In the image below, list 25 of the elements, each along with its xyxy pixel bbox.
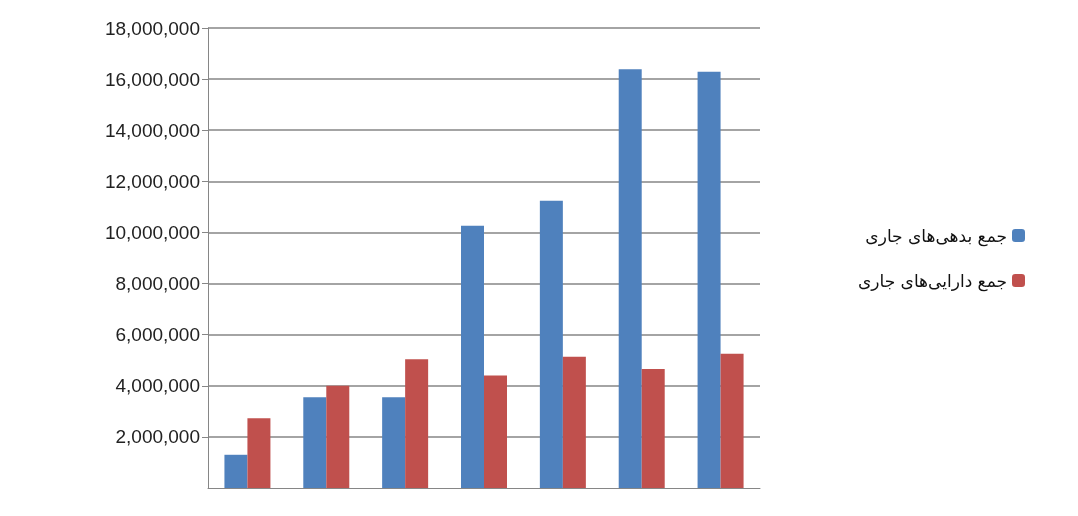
- y-tick-label: 10,000,000: [104, 221, 200, 243]
- bar: [303, 397, 327, 488]
- legend-label: جمع دارایی‌های جاری: [858, 270, 1007, 292]
- bar: [641, 368, 665, 488]
- y-tick-label: 6,000,000: [115, 324, 200, 346]
- y-tick-label: 8,000,000: [115, 273, 200, 295]
- bar: [618, 69, 642, 488]
- y-tick-label: 18,000,000: [104, 17, 200, 39]
- bar: [562, 356, 586, 488]
- bar: [247, 418, 271, 488]
- y-tick-label: 2,000,000: [115, 426, 200, 448]
- y-tick-label: 12,000,000: [104, 170, 200, 192]
- y-tick-label: 4,000,000: [115, 375, 200, 397]
- bar: [539, 200, 563, 488]
- y-tick-label: 14,000,000: [104, 119, 200, 141]
- bar: [461, 225, 484, 488]
- bar: [382, 397, 406, 488]
- bar: [405, 359, 429, 488]
- legend-label: جمع بدهی‌های جاری: [865, 225, 1007, 247]
- y-tick-label: 16,000,000: [104, 68, 200, 90]
- bar: [224, 454, 248, 488]
- bar: [326, 385, 350, 488]
- bar: [484, 375, 507, 488]
- bar: [720, 353, 744, 488]
- bar: [697, 71, 721, 488]
